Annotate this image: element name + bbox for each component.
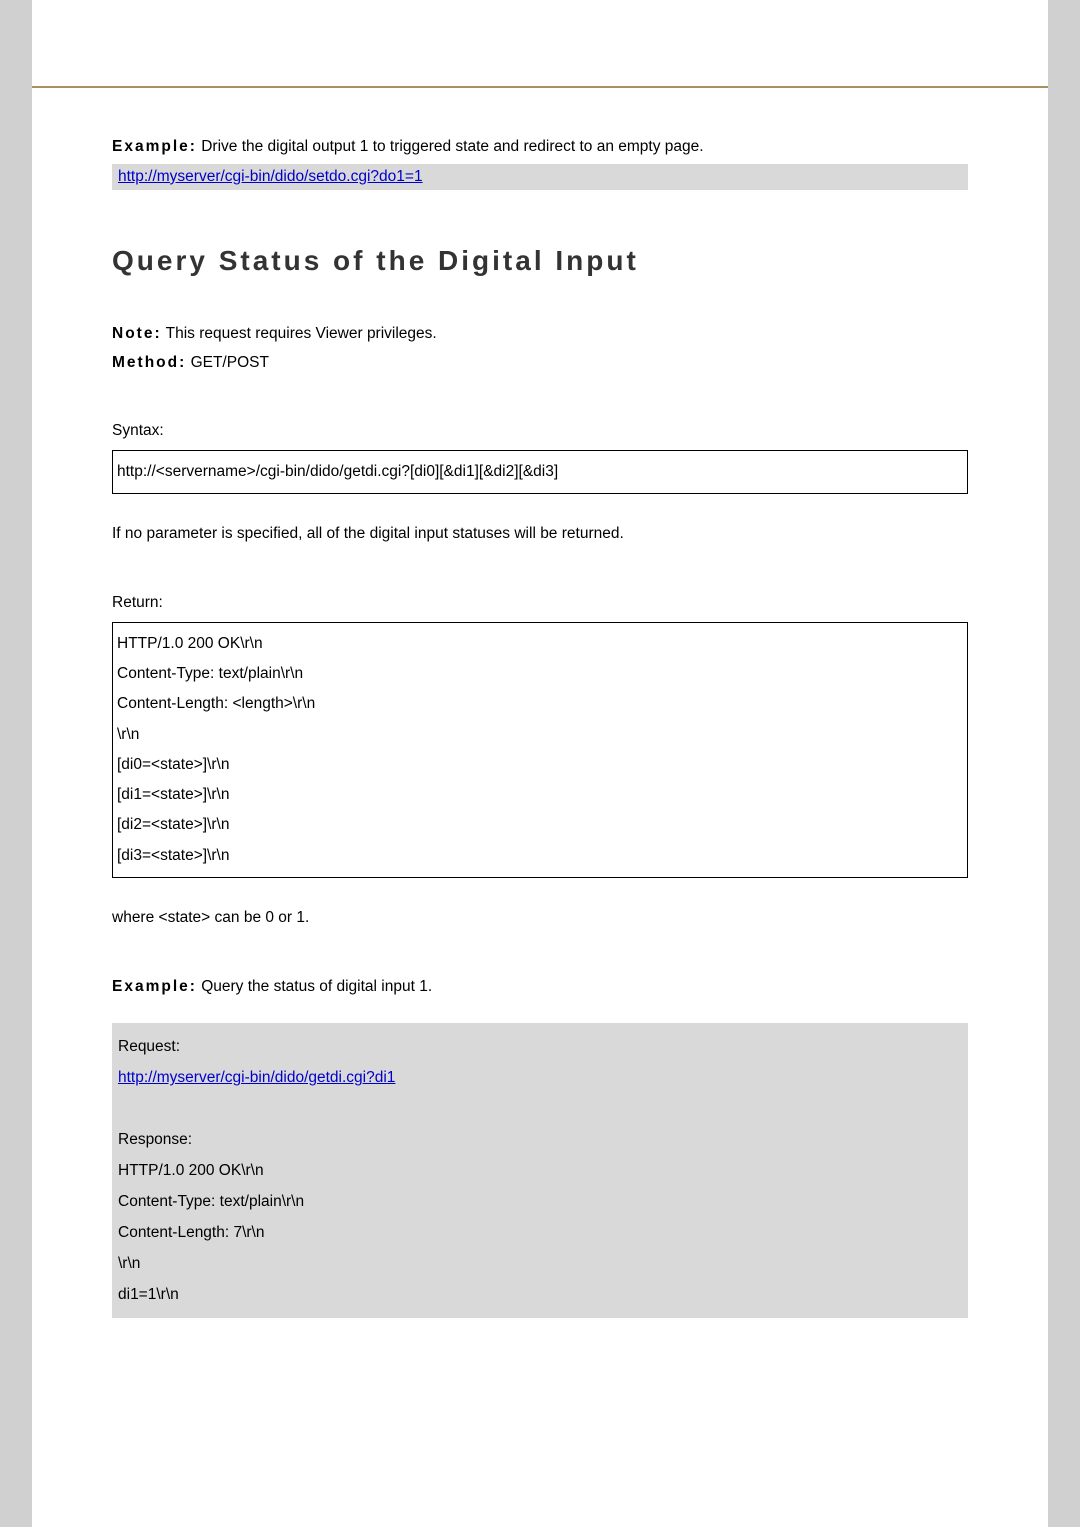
- syntax-box: http://<servername>/cgi-bin/dido/getdi.c…: [112, 450, 968, 494]
- response-line: Content-Type: text/plain\r\n: [118, 1186, 962, 1217]
- syntax-label: Syntax:: [112, 419, 968, 444]
- example1-text: Drive the digital output 1 to triggered …: [197, 138, 704, 155]
- return-line: HTTP/1.0 200 OK\r\n: [117, 629, 963, 659]
- example1-line: Example: Drive the digital output 1 to t…: [112, 135, 968, 160]
- noparam-text: If no parameter is specified, all of the…: [112, 522, 968, 547]
- return-line: Content-Type: text/plain\r\n: [117, 659, 963, 689]
- request-label: Request:: [118, 1031, 962, 1062]
- example1-link-box: http://myserver/cgi-bin/dido/setdo.cgi?d…: [112, 164, 968, 190]
- header-divider: [32, 86, 1048, 88]
- section-title: Query Status of the Digital Input: [112, 245, 968, 277]
- state-note: where <state> can be 0 or 1.: [112, 906, 968, 931]
- method-label: Method:: [112, 354, 186, 371]
- document-page: VIVOTEK Example: Drive the digital outpu…: [32, 0, 1048, 1527]
- return-line: [di3=<state>]\r\n: [117, 841, 963, 871]
- example2-text: Query the status of digital input 1.: [197, 978, 432, 995]
- page-content: Example: Drive the digital output 1 to t…: [32, 40, 1048, 1318]
- return-line: \r\n: [117, 720, 963, 750]
- example2-label: Example:: [112, 978, 197, 995]
- response-label: Response:: [118, 1124, 962, 1155]
- return-label: Return:: [112, 591, 968, 616]
- response-line: Content-Length: 7\r\n: [118, 1217, 962, 1248]
- return-line: [di2=<state>]\r\n: [117, 810, 963, 840]
- example1-link[interactable]: http://myserver/cgi-bin/dido/setdo.cgi?d…: [118, 168, 423, 185]
- response-line: di1=1\r\n: [118, 1279, 962, 1310]
- return-line: [di1=<state>]\r\n: [117, 780, 963, 810]
- method-line: Method: GET/POST: [112, 351, 968, 376]
- response-line: HTTP/1.0 200 OK\r\n: [118, 1155, 962, 1186]
- return-line: Content-Length: <length>\r\n: [117, 689, 963, 719]
- return-box: HTTP/1.0 200 OK\r\n Content-Type: text/p…: [112, 622, 968, 878]
- example2-line: Example: Query the status of digital inp…: [112, 975, 968, 1000]
- response-line: \r\n: [118, 1248, 962, 1279]
- note-line: Note: This request requires Viewer privi…: [112, 322, 968, 347]
- note-text: This request requires Viewer privileges.: [162, 325, 437, 342]
- request-link[interactable]: http://myserver/cgi-bin/dido/getdi.cgi?d…: [118, 1069, 395, 1086]
- return-line: [di0=<state>]\r\n: [117, 750, 963, 780]
- example2-block: Request: http://myserver/cgi-bin/dido/ge…: [112, 1023, 968, 1318]
- example1-label: Example:: [112, 138, 197, 155]
- note-label: Note:: [112, 325, 162, 342]
- brand-label: VIVOTEK: [920, 56, 1003, 77]
- method-text: GET/POST: [186, 354, 269, 371]
- page-footer: User's Manual - 145: [864, 1470, 998, 1487]
- syntax-text: http://<servername>/cgi-bin/dido/getdi.c…: [117, 463, 558, 480]
